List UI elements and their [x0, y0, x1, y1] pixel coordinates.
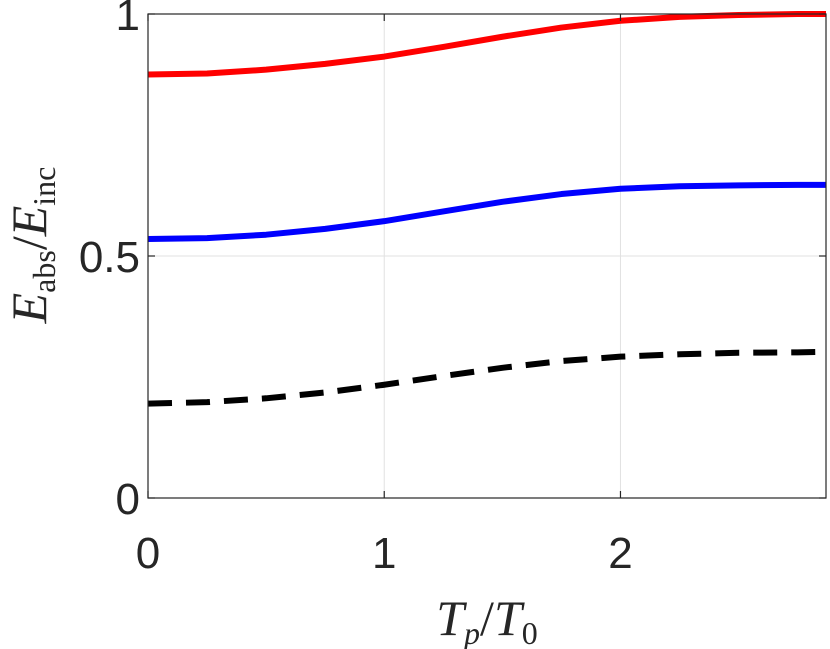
y-label-separator: / [1, 236, 57, 250]
series-line-1 [147, 181, 826, 243]
grid [148, 14, 826, 498]
y-tick-label-0: 0 [116, 475, 140, 524]
y-label-sub2: inc [26, 167, 62, 206]
series-line-2 [147, 348, 827, 407]
x-label-separator: / [480, 590, 494, 646]
x-tick-label-2: 2 [608, 529, 632, 578]
x-label-sub: p [462, 615, 480, 649]
series-lines [147, 11, 827, 407]
y-label-main2: E [1, 206, 57, 238]
y-label-sub: abs [26, 250, 62, 293]
axes [147, 13, 827, 499]
x-label-sub2: 0 [522, 615, 538, 649]
y-tick-label-2: 1 [116, 0, 140, 40]
x-label-main: T [436, 590, 467, 646]
y-tick-label-1: 0.5 [79, 233, 140, 282]
y-axis-label: Eabs/Einc [1, 167, 62, 325]
x-tick-label-0: 0 [136, 529, 160, 578]
y-label-main: E [1, 293, 57, 325]
x-axis-label: Tp/T0 [436, 590, 538, 649]
x-label-main2: T [494, 590, 525, 646]
series-line-0 [147, 11, 826, 78]
x-tick-label-1: 1 [372, 529, 396, 578]
tick-labels: 0 1 2 0 0.5 1 [79, 0, 633, 578]
